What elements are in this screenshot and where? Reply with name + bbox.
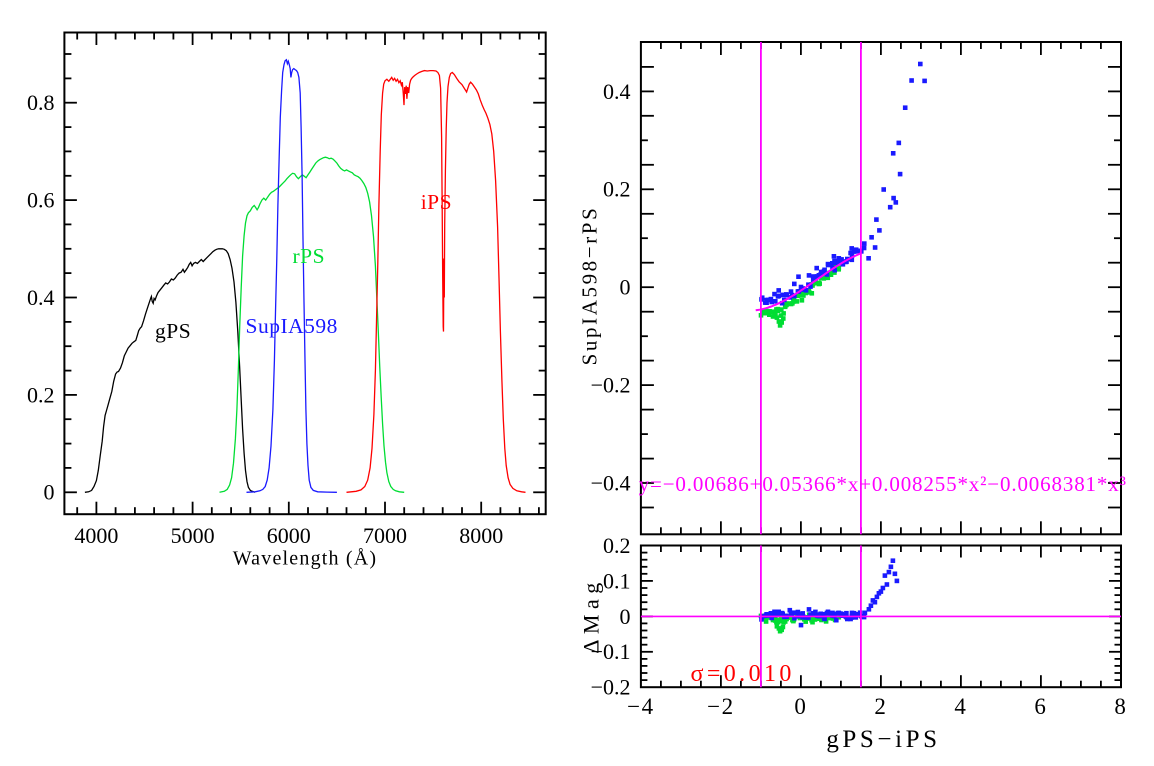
svg-text:−2: −2 [707, 694, 734, 719]
svg-text:Wavelength (Å): Wavelength (Å) [233, 548, 378, 570]
svg-text:6000: 6000 [267, 523, 311, 548]
svg-text:0: 0 [44, 480, 55, 505]
svg-text:8: 8 [1114, 694, 1127, 719]
svg-text:gPS: gPS [155, 319, 191, 343]
svg-text:0.2: 0.2 [603, 533, 631, 558]
svg-text:σ=0.010: σ=0.010 [691, 661, 795, 687]
svg-text:ΔMag: ΔMag [579, 577, 604, 653]
svg-text:7000: 7000 [363, 523, 407, 548]
svg-text:0.1: 0.1 [603, 568, 631, 593]
svg-text:0.4: 0.4 [27, 285, 55, 310]
svg-text:4: 4 [954, 694, 967, 719]
svg-text:SupIA598: SupIA598 [246, 314, 338, 338]
svg-text:2: 2 [874, 694, 887, 719]
svg-text:0.2: 0.2 [603, 177, 631, 202]
svg-text:rPS: rPS [293, 244, 326, 268]
svg-text:8000: 8000 [459, 523, 503, 548]
svg-text:−0.4: −0.4 [591, 470, 631, 495]
svg-text:0.8: 0.8 [27, 90, 55, 115]
svg-text:0.6: 0.6 [27, 188, 55, 213]
svg-text:y=−0.00686+0.05366*x+0.008255*: y=−0.00686+0.05366*x+0.008255*x²−0.00683… [639, 472, 1127, 496]
svg-text:0.2: 0.2 [27, 382, 55, 407]
svg-text:−0.1: −0.1 [591, 639, 631, 664]
svg-text:gPS−iPS: gPS−iPS [826, 726, 940, 753]
svg-text:−0.2: −0.2 [591, 373, 631, 398]
svg-text:0: 0 [620, 275, 631, 300]
svg-text:0: 0 [620, 604, 631, 629]
svg-text:4000: 4000 [74, 523, 118, 548]
svg-text:0.4: 0.4 [603, 79, 631, 104]
svg-text:iPS: iPS [421, 190, 452, 214]
svg-text:6: 6 [1034, 694, 1047, 719]
svg-text:−0.2: −0.2 [591, 675, 631, 700]
svg-text:0: 0 [794, 694, 807, 719]
svg-text:SupIA598−rPS: SupIA598−rPS [578, 206, 602, 366]
svg-text:−4: −4 [627, 694, 654, 719]
svg-text:5000: 5000 [171, 523, 215, 548]
